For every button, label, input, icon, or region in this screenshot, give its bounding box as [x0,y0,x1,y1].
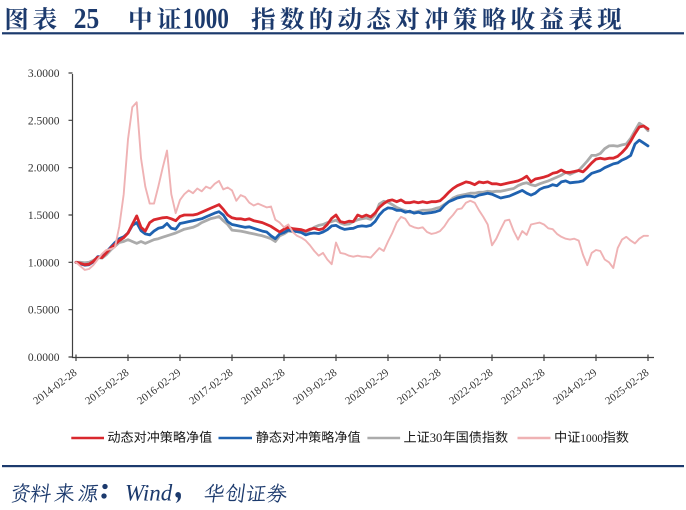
svg-text:2.0000: 2.0000 [28,163,60,175]
svg-text:0.0000: 0.0000 [28,352,60,364]
svg-text:3.0000: 3.0000 [28,68,60,80]
svg-text:1000: 1000 [580,433,603,445]
svg-text:0.5000: 0.5000 [28,305,60,317]
svg-text:1.5000: 1.5000 [28,210,60,222]
svg-text:1.0000: 1.0000 [28,257,60,269]
svg-text:30: 30 [430,431,443,445]
svg-text:Wind: Wind [125,481,173,506]
svg-text:2.5000: 2.5000 [28,115,60,127]
